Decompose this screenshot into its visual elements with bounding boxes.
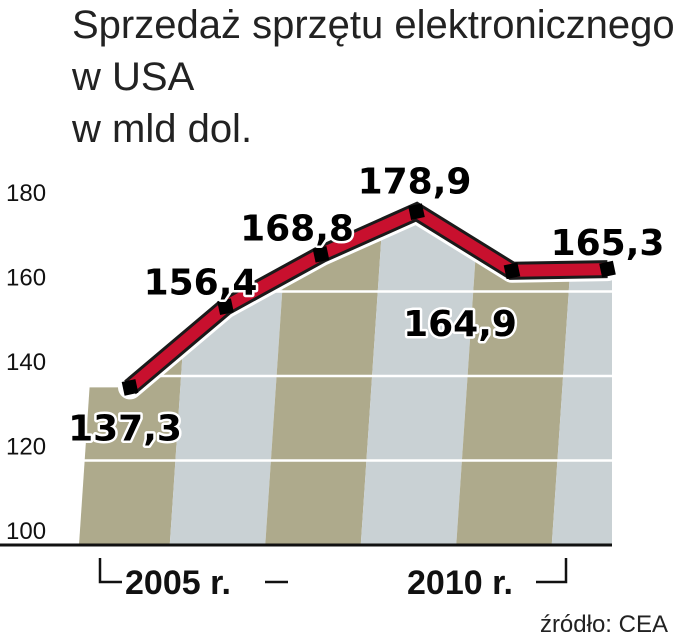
x-tick-label: 2005 r. bbox=[125, 564, 231, 602]
data-point bbox=[599, 260, 616, 278]
data-label: 165,3 bbox=[551, 223, 665, 264]
data-label: 156,4 bbox=[144, 263, 258, 304]
data-point bbox=[503, 262, 521, 280]
y-tick-label: 100 bbox=[6, 518, 46, 545]
y-tick-label: 140 bbox=[6, 349, 46, 376]
y-axis-ticks: 100 120 140 160 180 bbox=[6, 180, 46, 545]
stripe bbox=[360, 211, 481, 545]
title-line-1: Sprzedaż sprzętu elektronicznego bbox=[72, 3, 675, 47]
data-point bbox=[408, 203, 425, 220]
x-tick-label: 2010 r. bbox=[407, 564, 513, 602]
title-line-3: w mld dol. bbox=[71, 107, 252, 151]
source-note: źródło: CEA bbox=[540, 611, 668, 638]
data-point bbox=[217, 298, 234, 316]
data-label: 164,9 bbox=[403, 304, 517, 345]
series-line bbox=[118, 199, 620, 400]
x-bracket-right bbox=[536, 558, 568, 584]
data-point bbox=[121, 379, 139, 396]
chart-title: Sprzedaż sprzętu elektronicznego w USA w… bbox=[71, 3, 675, 151]
data-label: 168,8 bbox=[240, 208, 354, 249]
x-bracket-left bbox=[98, 558, 122, 584]
series-line-path bbox=[126, 204, 608, 392]
y-tick-label: 180 bbox=[6, 180, 46, 207]
data-point bbox=[312, 246, 330, 263]
y-tick-label: 120 bbox=[6, 434, 46, 461]
title-line-2: w USA bbox=[71, 55, 195, 99]
y-tick-label: 160 bbox=[6, 265, 46, 292]
data-label: 178,9 bbox=[358, 162, 472, 203]
data-label: 137,3 bbox=[68, 408, 182, 449]
x-axis: 2005 r. 2010 r. bbox=[98, 558, 568, 602]
